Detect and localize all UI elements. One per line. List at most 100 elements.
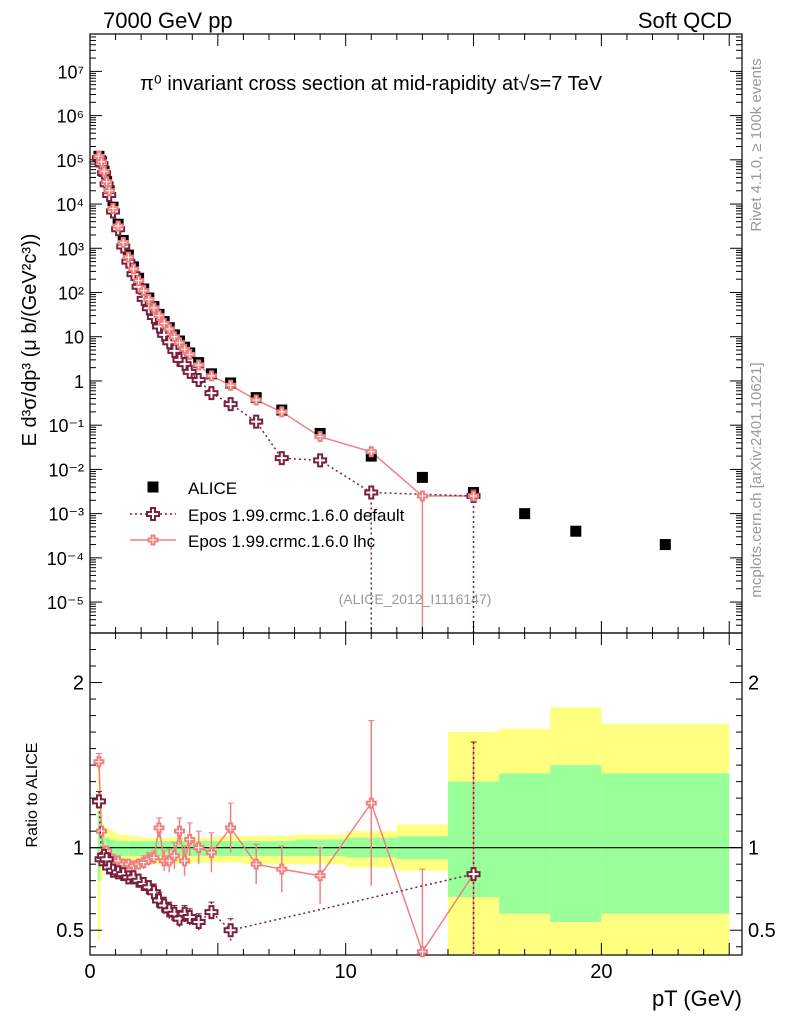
legend: ALICE Epos 1.99.crmc.1.6.0 default Epos 1.… [130, 479, 405, 551]
data-point [205, 847, 217, 859]
green-band [550, 765, 602, 922]
rivet-label: Rivet 4.1.0, ≥ 100k events [748, 58, 765, 231]
data-point [184, 348, 196, 360]
data-point [276, 406, 288, 418]
header-left: 7000 GeV pp [103, 8, 233, 33]
data-point [147, 481, 159, 493]
data-point [103, 185, 115, 197]
x-tick-label: 0 [84, 961, 95, 983]
data-point [91, 794, 106, 809]
y-tick-label: 10³ [58, 239, 84, 259]
data-point [193, 359, 205, 371]
data-point [276, 863, 288, 875]
data-point [98, 165, 110, 177]
data-point [138, 285, 150, 297]
x-axis-label: pT (GeV) [652, 986, 742, 1011]
data-point [204, 386, 219, 401]
y-tick-label: 0.5 [748, 920, 776, 942]
data-point [117, 237, 129, 249]
data-point [193, 842, 205, 854]
y-tick-label: 1 [73, 838, 84, 860]
data-point [519, 508, 531, 520]
data-point [127, 263, 139, 275]
ratio-panel: 0 10 20 0.5 0.5 1 1 2 2 [56, 34, 776, 983]
data-point [250, 858, 262, 870]
green-band [128, 841, 142, 856]
green-band [601, 773, 730, 914]
y-tick-label: 10⁷ [57, 62, 84, 82]
green-band [115, 841, 129, 856]
data-point [314, 870, 326, 882]
header-right: Soft QCD [638, 8, 732, 33]
legend-marker [146, 507, 160, 521]
data-point [179, 855, 191, 867]
data-point [167, 343, 182, 358]
data-point [249, 414, 264, 429]
data-point [184, 833, 196, 845]
data-point [225, 822, 237, 834]
y-tick-label: 10⁴ [56, 195, 84, 215]
data-point [416, 471, 428, 483]
data-point [148, 302, 160, 314]
main-title: π⁰ invariant cross section at mid-rapidi… [140, 73, 603, 95]
data-point [153, 310, 165, 322]
data-point [274, 451, 289, 466]
data-point [163, 855, 175, 867]
legend-marker [147, 534, 159, 546]
data-point [96, 825, 108, 837]
main-panel: 10⁻⁵ 10⁻⁴ 10⁻³ 10⁻² 10⁻¹ 1 10 10² 10³ 10⁴ 10⁵ 10⁶ 10… [47, 33, 743, 634]
data-point [364, 485, 379, 500]
data-point [250, 394, 262, 406]
x-tick-label: 20 [590, 961, 612, 983]
y-tick-label: 1 [74, 372, 84, 392]
data-point [365, 797, 377, 809]
data-point [468, 490, 480, 502]
ratio-ylabel: Ratio to ALICE [24, 743, 41, 848]
data-point [112, 220, 124, 232]
data-point [225, 379, 237, 391]
data-point [148, 852, 160, 864]
data-point [122, 251, 134, 263]
green-band [499, 773, 551, 914]
y-tick-label: 1 [748, 838, 759, 860]
main-ylabel: E d³σ/dp³ (μ b/(GeV²c³)) [19, 234, 41, 447]
data-point [143, 293, 155, 305]
data-point [314, 431, 326, 443]
data-point [107, 202, 119, 214]
y-tick-label: 10⁻⁴ [47, 549, 84, 569]
y-tick-label: 0.5 [56, 920, 84, 942]
y-tick-label: 10⁻² [48, 460, 84, 480]
mcplots-label: mcplots.cern.ch [arXiv:2401.10621] [748, 362, 765, 597]
data-point [93, 756, 105, 768]
green-band [97, 811, 101, 881]
data-point [168, 850, 180, 862]
y-tick-label: 10⁻³ [48, 505, 84, 525]
ratio-frame [89, 632, 743, 956]
y-tick-label: 10 [64, 328, 84, 348]
legend-label: ALICE [188, 479, 237, 498]
analysis-label: (ALICE_2012_I1116147) [339, 591, 492, 607]
data-point [365, 446, 377, 458]
legend-label: Epos 1.99.crmc.1.6.0 lhc [188, 532, 376, 551]
data-point [313, 453, 328, 468]
data-point [191, 373, 206, 388]
y-tick-label: 10⁶ [57, 107, 84, 127]
y-tick-label: 2 [748, 673, 759, 695]
legend-label: Epos 1.99.crmc.1.6.0 default [188, 506, 405, 525]
y-tick-label: 2 [73, 673, 84, 695]
data-point [659, 539, 671, 551]
data-point [205, 370, 217, 382]
data-point [416, 490, 428, 502]
data-point [570, 525, 582, 537]
data-point [153, 822, 165, 834]
y-tick-label: 10² [58, 284, 84, 304]
data-point [133, 275, 145, 287]
y-tick-label: 10⁵ [57, 151, 84, 171]
x-tick-label: 10 [335, 961, 357, 983]
data-point [416, 946, 428, 958]
green-band [110, 839, 116, 858]
data-point [223, 923, 238, 938]
data-point [163, 323, 175, 335]
data-point [466, 867, 481, 882]
